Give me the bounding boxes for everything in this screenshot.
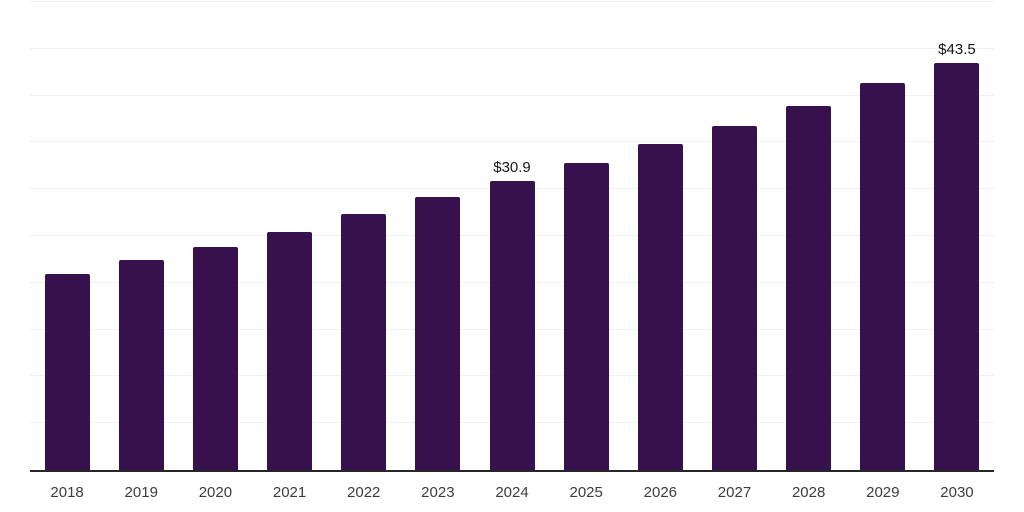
x-tick-label-2028: 2028	[791, 484, 826, 501]
bar-2026	[637, 144, 683, 470]
bar-slot-2023	[401, 2, 475, 470]
bar-2025	[563, 163, 609, 470]
bars-row: $30.9 $43.5	[30, 2, 994, 470]
bar-slot-2022	[327, 2, 401, 470]
x-tick-label-2020: 2020	[198, 484, 233, 501]
bar-2023	[415, 196, 461, 470]
x-tick-label-2021: 2021	[272, 484, 307, 501]
bar-2028	[786, 105, 832, 470]
gridline-45	[30, 47, 994, 49]
bar-slot-2027	[697, 2, 771, 470]
x-tick-label-2018: 2018	[50, 484, 84, 501]
bar-2030: $43.5	[934, 41, 980, 470]
bar-2021	[267, 232, 313, 470]
bar-2019	[118, 260, 164, 470]
bar-slot-2026	[623, 2, 697, 470]
bar-2029	[860, 83, 906, 470]
bar-slot-2025	[549, 2, 623, 470]
bar-slot-2018	[30, 2, 104, 470]
bar-2020	[192, 247, 238, 470]
x-tick-label-2024: 2024	[495, 484, 529, 501]
bar-2027	[711, 125, 757, 470]
bar-2024: $30.9	[489, 159, 535, 470]
x-tick-label-2027: 2027	[717, 484, 752, 501]
x-tick-label-2026: 2026	[643, 484, 678, 501]
bar-2022	[341, 214, 387, 470]
gridline-35	[30, 141, 994, 143]
x-tick-label-2029: 2029	[866, 484, 900, 501]
x-tick-label-2030: 2030	[940, 484, 974, 501]
bar-slot-2024: $30.9	[475, 2, 549, 470]
bar-slot-2028	[772, 2, 846, 470]
bar-value-label-2024: $30.9	[493, 158, 531, 176]
bar-slot-2030: $43.5	[920, 2, 994, 470]
x-tick-label-2019: 2019	[124, 484, 158, 501]
bar-slot-2020	[178, 2, 252, 470]
plot-area: $30.9 $43.5	[30, 1, 994, 472]
x-tick-label-2025: 2025	[569, 484, 603, 501]
x-tick-label-2022: 2022	[347, 484, 381, 501]
bar-slot-2021	[252, 2, 326, 470]
gridline-50	[30, 1, 994, 2]
bar-value-label-2030: $43.5	[938, 40, 976, 58]
x-axis-labels: 2018 2019 2020 2021 2022 2023 2024 2025 2026 2027…	[30, 484, 994, 502]
bar-2018	[44, 274, 90, 470]
gridline-40	[30, 94, 994, 96]
bar-slot-2029	[846, 2, 920, 470]
bar-slot-2019	[104, 2, 178, 470]
x-tick-label-2023: 2023	[421, 484, 455, 501]
